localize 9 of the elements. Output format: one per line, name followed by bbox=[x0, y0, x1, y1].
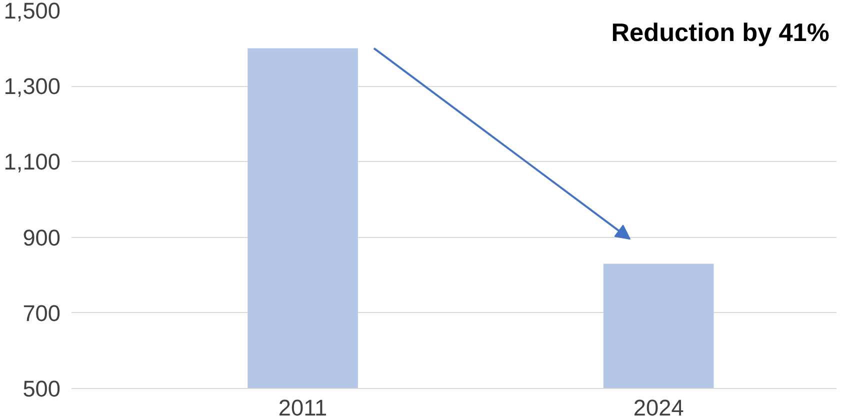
y-tick-label: 1,300 bbox=[4, 73, 61, 100]
y-tick-label: 900 bbox=[22, 224, 61, 250]
y-tick-label: 1,100 bbox=[4, 148, 61, 175]
y-tick-label: 700 bbox=[22, 300, 61, 326]
y-tick-label: 500 bbox=[22, 376, 61, 402]
annotation: Reduction by 41% bbox=[611, 19, 830, 48]
x-tick-label: 2011 bbox=[278, 394, 328, 418]
y-tick-label: 1,500 bbox=[4, 0, 61, 24]
x-tick-label: 2024 bbox=[633, 394, 684, 418]
